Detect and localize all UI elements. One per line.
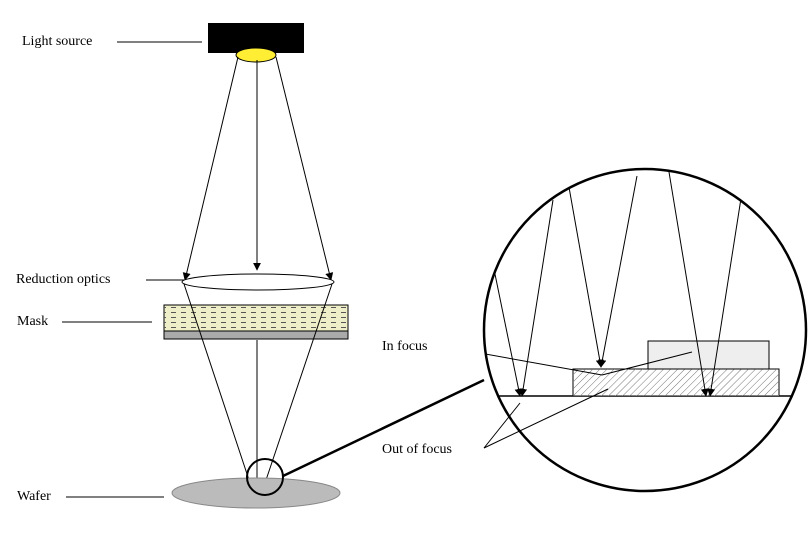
in-focus-label: In focus <box>382 339 428 354</box>
mask <box>163 304 349 340</box>
light-bulb-icon <box>235 47 277 63</box>
reduction-optics-lens <box>181 273 335 291</box>
light-source <box>208 23 304 63</box>
out-of-focus-leader-1 <box>483 402 521 449</box>
reduction-optics-label: Reduction optics <box>16 272 111 287</box>
in-focus-leader-2 <box>601 351 693 376</box>
source-rays <box>182 56 334 281</box>
in-focus-leader-1 <box>484 347 603 376</box>
zoom-view <box>482 167 808 493</box>
wafer-label: Wafer <box>17 489 51 504</box>
zoom-connector <box>282 378 485 478</box>
out-of-focus-label: Out of focus <box>382 442 452 457</box>
upper-step <box>647 340 770 370</box>
mask-label: Mask <box>17 314 49 329</box>
magnifier-circle <box>246 458 284 496</box>
zoom-circle-border <box>482 167 808 493</box>
light-source-label: Light source <box>22 34 93 49</box>
zoomed-rays <box>487 169 743 397</box>
out-of-focus-leader-2 <box>483 388 609 449</box>
